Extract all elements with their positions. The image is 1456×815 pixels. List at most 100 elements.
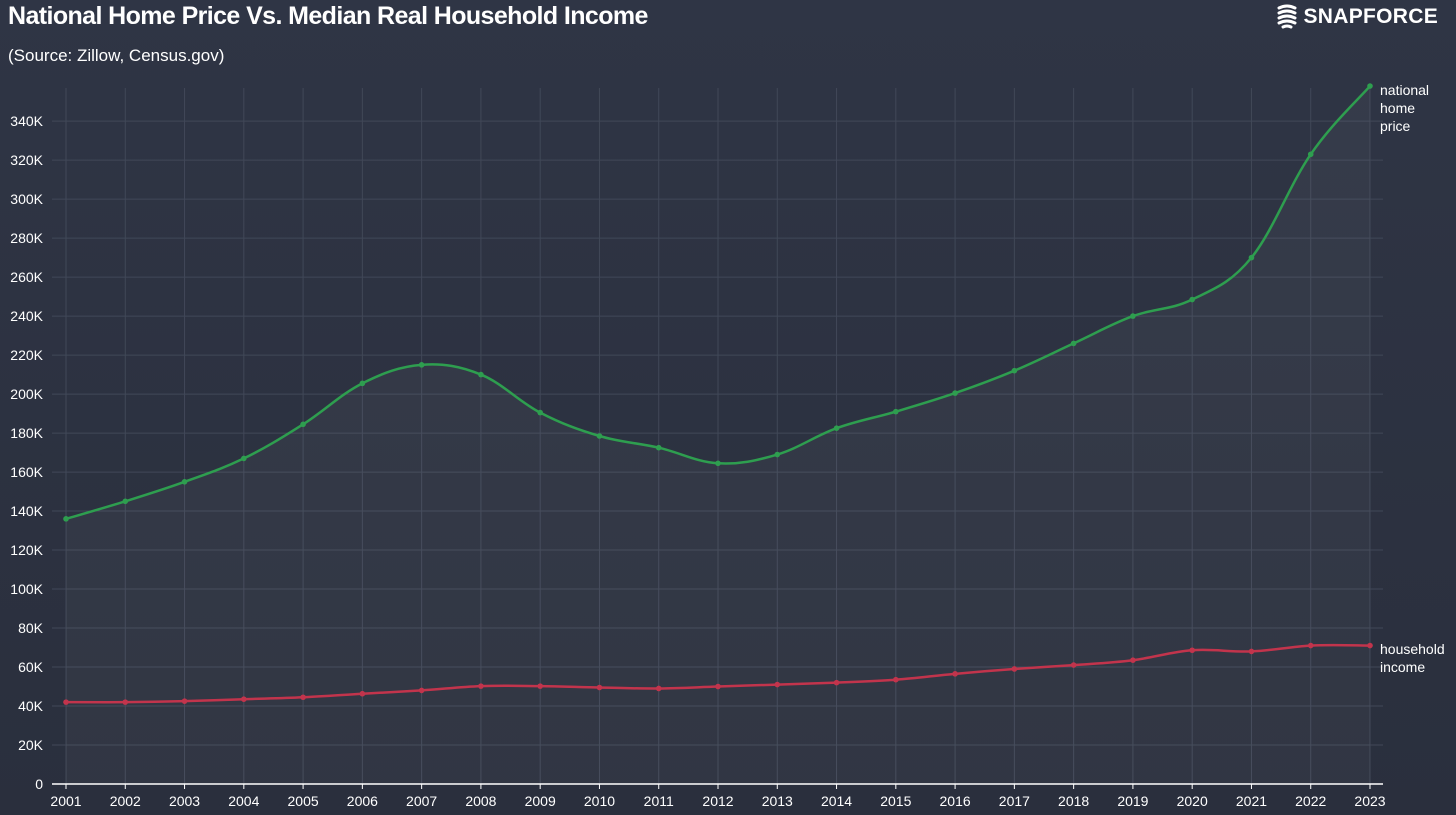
household-income-point	[893, 676, 899, 683]
household-income-point	[537, 683, 543, 689]
x-tick-label: 2017	[999, 793, 1030, 809]
household-income-point	[241, 696, 247, 702]
home-price-point	[893, 408, 899, 415]
y-tick-label: 140K	[10, 503, 43, 519]
y-tick-label: 340K	[10, 113, 43, 129]
household-income-point	[181, 698, 188, 704]
household-income-point	[1189, 647, 1195, 654]
series-labels: national home price household income	[1380, 82, 1445, 675]
household-income-point	[774, 681, 781, 688]
series-points	[63, 83, 1373, 705]
home-price-point	[1307, 151, 1314, 158]
household-income-point	[300, 694, 306, 701]
household-income-point	[359, 690, 366, 697]
household-income-point	[1307, 642, 1314, 649]
household-income-label: income	[1380, 659, 1425, 675]
home-price-point	[537, 409, 543, 416]
home-price-point	[715, 460, 721, 467]
x-tick-label: 2009	[525, 793, 556, 809]
y-axis-tick-labels: 0 20K 40K 60K 80K 100K 120K 140K 160K 180K 200K 220…	[10, 113, 43, 792]
y-tick-label: 200K	[10, 386, 43, 402]
x-tick-label: 2018	[1058, 793, 1089, 809]
x-tick-label: 2010	[584, 793, 615, 809]
x-tick-label: 2005	[288, 793, 319, 809]
home-price-point	[1011, 367, 1018, 374]
x-tick-label: 2011	[644, 793, 674, 809]
x-tick-label: 2016	[940, 793, 971, 809]
household-income-point	[418, 687, 425, 694]
x-tick-label: 2003	[169, 793, 200, 809]
y-tick-label: 260K	[10, 269, 43, 285]
home-price-point	[1367, 83, 1373, 89]
home-price-point	[833, 425, 840, 432]
x-tick-label: 2007	[406, 793, 437, 809]
home-price-point	[241, 455, 247, 462]
home-price-point	[478, 371, 484, 378]
brand-logo: SNAPFORCE	[1277, 4, 1438, 30]
x-tick-label: 2021	[1236, 793, 1267, 809]
y-tick-label: 320K	[10, 152, 43, 168]
y-tick-label: 120K	[10, 542, 43, 558]
home-price-point	[63, 516, 69, 522]
household-income-point	[1011, 666, 1018, 672]
y-tick-label: 240K	[10, 308, 43, 324]
household-income-point	[715, 683, 721, 690]
home-price-point	[300, 421, 306, 428]
y-tick-label: 280K	[10, 230, 43, 246]
home-price-point	[655, 444, 662, 451]
household-income-point	[655, 685, 662, 692]
household-income-point	[1367, 642, 1373, 649]
snapforce-logo-icon	[1277, 4, 1297, 29]
household-income-point	[833, 679, 840, 686]
chart-subtitle: (Source: Zillow, Census.gov)	[8, 46, 225, 65]
x-tick-label: 2013	[762, 793, 793, 809]
y-tick-label: 300K	[10, 191, 43, 207]
household-income-point	[1248, 648, 1255, 655]
household-income-point	[952, 671, 958, 677]
household-income-point	[596, 684, 603, 691]
household-income-point	[1130, 657, 1136, 664]
x-tick-label: 2001	[50, 793, 81, 809]
x-gridlines	[65, 88, 1371, 784]
y-tick-label: 100K	[10, 581, 43, 597]
home-price-point	[1070, 340, 1077, 347]
household-income-point	[478, 683, 484, 689]
home-price-point	[774, 451, 781, 458]
household-income-point	[122, 699, 129, 705]
x-tick-label: 2014	[821, 793, 852, 809]
x-tick-label: 2019	[1117, 793, 1148, 809]
y-tick-label: 20K	[18, 737, 44, 753]
x-tick-label: 2022	[1295, 793, 1326, 809]
home-price-point	[418, 362, 425, 368]
home-price-point	[122, 498, 129, 505]
home-price-label: home	[1380, 100, 1415, 116]
x-axis	[52, 783, 1383, 789]
home-price-point	[1189, 296, 1195, 303]
brand-name: SNAPFORCE	[1303, 5, 1438, 28]
x-tick-label: 2004	[228, 793, 259, 809]
y-tick-label: 180K	[10, 425, 43, 441]
x-tick-label: 2020	[1177, 793, 1208, 809]
x-tick-label: 2023	[1354, 793, 1385, 809]
home-price-point	[952, 390, 958, 396]
x-tick-label: 2008	[465, 793, 496, 809]
chart-title: National Home Price Vs. Median Real Hous…	[8, 2, 648, 30]
x-tick-label: 2015	[880, 793, 911, 809]
x-tick-label: 2012	[702, 793, 733, 809]
x-tick-label: 2002	[110, 793, 141, 809]
y-tick-label: 0	[35, 776, 43, 792]
home-price-point	[1248, 254, 1255, 261]
household-income-point	[1070, 662, 1077, 668]
household-income-point	[63, 699, 69, 705]
y-tick-label: 60K	[18, 659, 44, 675]
y-tick-label: 160K	[10, 464, 43, 480]
x-tick-label: 2006	[347, 793, 378, 809]
y-tick-label: 80K	[18, 620, 44, 636]
home-price-label: price	[1380, 118, 1411, 134]
home-price-point	[181, 479, 188, 485]
home-price-point	[1130, 313, 1136, 319]
home-price-point	[359, 380, 366, 387]
home-price-line	[65, 85, 1371, 521]
